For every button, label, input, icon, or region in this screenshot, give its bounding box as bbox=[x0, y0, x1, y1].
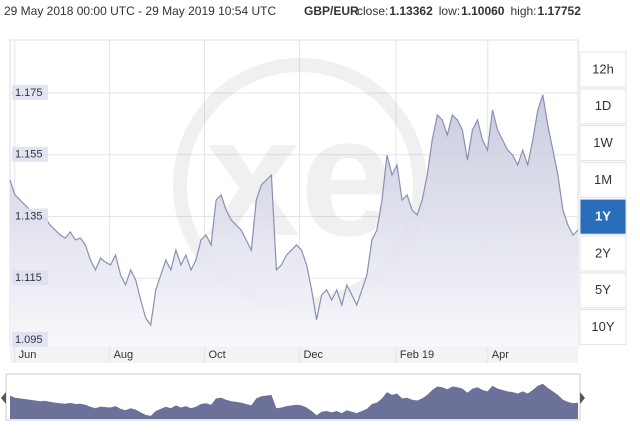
stat-label: low: bbox=[439, 4, 460, 18]
range-button-bg[interactable] bbox=[579, 51, 627, 88]
range-button[interactable]: 1D bbox=[579, 88, 627, 125]
range-button-bg[interactable] bbox=[579, 309, 627, 346]
date-range: 29 May 2018 00:00 UTC - 29 May 2019 10:5… bbox=[4, 4, 276, 18]
price-line bbox=[9, 94, 579, 327]
range-button-label[interactable]: 10Y bbox=[591, 319, 614, 334]
x-tick-label: Jun bbox=[19, 349, 37, 361]
y-tick-label: 1.135 bbox=[15, 210, 43, 222]
x-tick-label: Oct bbox=[209, 349, 226, 361]
y-tick-box bbox=[12, 270, 48, 286]
range-button-label[interactable]: 5Y bbox=[595, 282, 611, 297]
range-button[interactable]: 1Y bbox=[579, 198, 627, 235]
x-tick-label: Aug bbox=[114, 349, 134, 361]
range-button-label[interactable]: 1M bbox=[594, 172, 612, 187]
x-axis-strip bbox=[10, 347, 578, 363]
y-tick-label: 1.155 bbox=[15, 149, 43, 161]
stat-value: 1.17752 bbox=[538, 4, 582, 18]
range-button-label[interactable]: 1D bbox=[595, 98, 612, 113]
y-tick-box bbox=[12, 331, 48, 347]
range-button[interactable]: 12h bbox=[579, 51, 627, 88]
range-button[interactable]: 10Y bbox=[579, 309, 627, 346]
area-fill bbox=[10, 94, 578, 348]
range-button[interactable]: 1M bbox=[579, 161, 627, 198]
x-tick-label: Dec bbox=[303, 349, 323, 361]
y-tick-label: 1.095 bbox=[15, 334, 43, 346]
y-tick-label: 1.115 bbox=[15, 272, 42, 284]
y-tick-label: 1.175 bbox=[15, 87, 43, 99]
range-button-bg[interactable] bbox=[579, 161, 627, 198]
stat-label: close: bbox=[357, 4, 388, 18]
y-tick-box bbox=[12, 208, 48, 224]
navigator-handle[interactable] bbox=[1, 392, 6, 404]
navigator-area bbox=[10, 383, 578, 419]
range-button-label[interactable]: 12h bbox=[592, 61, 614, 76]
y-tick-box bbox=[12, 85, 48, 101]
stat-value: 1.10060 bbox=[461, 4, 505, 18]
x-tick-label: Apr bbox=[492, 349, 509, 361]
stat-label: high: bbox=[510, 4, 536, 18]
range-button-bg[interactable] bbox=[579, 235, 627, 272]
x-tick-label: Feb 19 bbox=[400, 349, 434, 361]
range-button-bg[interactable] bbox=[579, 198, 627, 235]
range-button[interactable]: 5Y bbox=[579, 272, 627, 309]
range-button[interactable]: 2Y bbox=[579, 235, 627, 272]
range-button[interactable]: 1W bbox=[579, 125, 627, 162]
navigator-handle[interactable] bbox=[580, 392, 585, 404]
range-button-label[interactable]: 1W bbox=[593, 135, 613, 150]
range-button-label[interactable]: 2Y bbox=[595, 245, 611, 260]
range-button-bg[interactable] bbox=[579, 125, 627, 162]
pair: GBP/EUR bbox=[304, 4, 359, 18]
range-button-label[interactable]: 1Y bbox=[595, 209, 611, 224]
stat-value: 1.13362 bbox=[389, 4, 433, 18]
range-button-bg[interactable] bbox=[579, 272, 627, 309]
y-tick-box bbox=[12, 146, 48, 162]
range-button-bg[interactable] bbox=[579, 88, 627, 125]
